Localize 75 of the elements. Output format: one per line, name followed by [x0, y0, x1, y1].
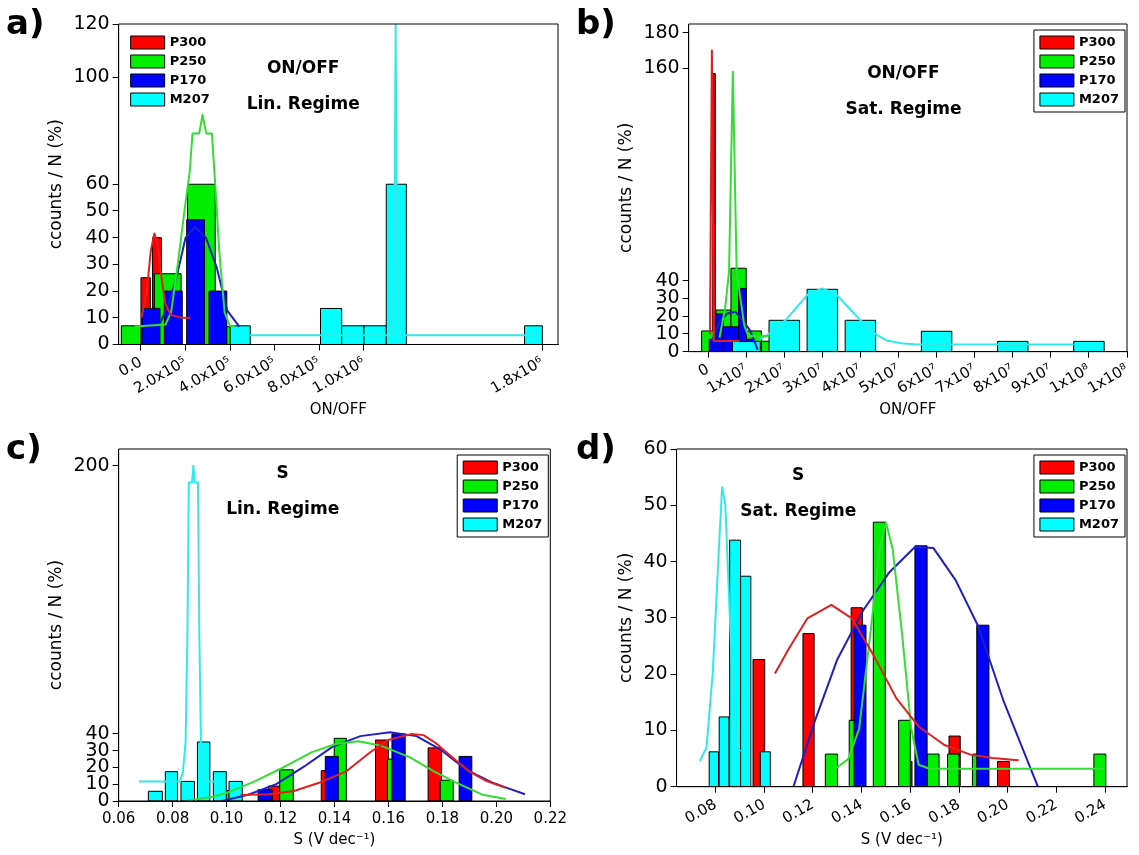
legend-label: M207 [502, 515, 543, 531]
legend-label: P300 [1078, 458, 1116, 474]
y-tick-label: 50 [643, 492, 668, 515]
annotation: Sat. Regime [740, 500, 857, 521]
y-tick-label: 40 [85, 224, 110, 247]
y-tick-label: 160 [643, 55, 680, 78]
annotation: Lin. Regime [226, 498, 340, 519]
annotation: ON/OFF [867, 61, 940, 82]
x-tick-label: 0.20 [973, 794, 1012, 828]
chart-title: a) [6, 2, 45, 42]
legend-label: P170 [502, 496, 539, 512]
x-tick-label: 0.14 [317, 808, 352, 827]
x-tick-label: 0.12 [778, 794, 817, 828]
y-tick-label: 20 [85, 278, 110, 301]
legend-label: M207 [1078, 90, 1120, 106]
x-axis-title: ON/OFF [879, 399, 937, 418]
x-tick-label: 0.08 [155, 808, 190, 827]
x-tick-label: 0.18 [925, 794, 963, 828]
chart-title: c) [6, 427, 42, 467]
y-tick-label: 10 [85, 304, 110, 327]
y-tick-label: 50 [85, 197, 110, 220]
x-axis-title: S (V dec⁻¹) [293, 829, 376, 848]
legend-label: M207 [169, 90, 210, 106]
y-tick-label: 30 [643, 604, 668, 627]
chart-title: b) [576, 2, 616, 42]
x-tick-label: 0.06 [101, 808, 136, 827]
annotation: S [792, 464, 805, 485]
y-tick-label: 200 [73, 452, 110, 475]
x-tick-label: 0.10 [730, 794, 769, 828]
y-tick-label: 20 [643, 661, 668, 684]
legend-label: P300 [502, 458, 539, 474]
legend-label: P250 [169, 52, 207, 68]
legend-label: P250 [502, 477, 539, 493]
y-tick-label: 30 [85, 251, 110, 274]
legend-label: P170 [1078, 496, 1116, 512]
x-tick-label: 0.16 [876, 794, 915, 828]
y-tick-label: 60 [85, 171, 110, 194]
x-tick-label: 0.22 [533, 808, 567, 827]
y-tick-label: 60 [643, 435, 668, 458]
legend-label: M207 [1078, 515, 1120, 531]
y-tick-label: 180 [643, 19, 680, 42]
annotation: S [276, 462, 289, 483]
x-tick-label: 0 [694, 359, 713, 381]
x-tick-label: 0.24 [1071, 794, 1110, 828]
legend-label: P170 [169, 71, 207, 87]
x-tick-label: 0.18 [425, 808, 460, 827]
chart-title: d) [576, 427, 616, 467]
y-tick-label: 10 [643, 717, 668, 740]
legend-label: P300 [169, 33, 207, 49]
legend-label: P170 [1078, 71, 1116, 87]
y-tick-label: 40 [85, 720, 110, 743]
x-tick-label: 0.22 [1022, 794, 1061, 828]
x-tick-label: 0.08 [681, 794, 720, 828]
x-tick-label: 0.16 [371, 808, 406, 827]
annotation: Sat. Regime [845, 97, 962, 118]
legend-label: P300 [1078, 33, 1116, 49]
x-tick-label: 0.14 [827, 794, 866, 828]
y-axis-title: ccounts / N (%) [44, 559, 65, 691]
y-axis-title: ccounts / N (%) [44, 119, 65, 250]
x-axis-title: S (V dec⁻¹) [860, 829, 943, 848]
y-axis-title: ccounts / N (%) [614, 122, 635, 253]
y-tick-label: 0 [97, 331, 110, 354]
annotation: ON/OFF [266, 57, 340, 78]
x-tick-label: 0.12 [263, 808, 298, 827]
x-tick-label: 0.20 [479, 808, 514, 827]
legend-label: P250 [1078, 477, 1116, 493]
x-axis-title: ON/OFF [309, 399, 367, 418]
legend-label: P250 [1078, 52, 1116, 68]
x-tick-label: 0.10 [209, 808, 244, 827]
y-axis-title: ccounts / N (%) [614, 552, 635, 683]
y-tick-label: 0 [655, 773, 668, 796]
y-tick-label: 120 [73, 10, 110, 33]
y-tick-label: 40 [643, 548, 668, 571]
y-tick-label: 100 [73, 64, 110, 87]
annotation: Lin. Regime [246, 93, 360, 114]
